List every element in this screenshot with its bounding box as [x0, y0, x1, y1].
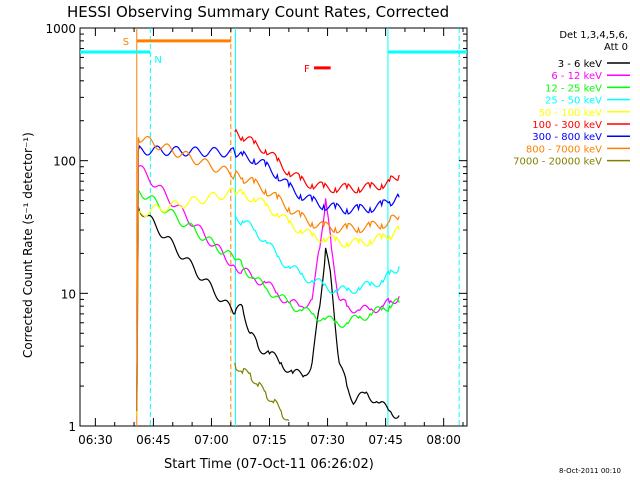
legend-label-2: 12 - 25 keV — [545, 83, 602, 94]
x-tick-label-6: 08:00 — [426, 433, 461, 447]
y-tick-label-1: 10 — [61, 287, 76, 301]
legend-label-8: 7000 - 20000 keV — [513, 157, 602, 168]
legend-label-1: 6 - 12 keV — [551, 71, 602, 82]
y-tick-label-0: 1 — [68, 420, 76, 434]
x-tick-label-4: 07:30 — [310, 433, 345, 447]
x-tick-label-0: 06:30 — [78, 433, 113, 447]
status-label-1: N — [154, 55, 161, 66]
legend-header-0: Det 1,3,4,5,6, — [559, 30, 628, 41]
legend-label-5: 100 - 300 keV — [532, 120, 602, 131]
series-line-4 — [136, 187, 400, 416]
x-tick-label-2: 07:00 — [194, 433, 229, 447]
x-tick-label-5: 07:45 — [368, 433, 403, 447]
series-line-6 — [136, 145, 400, 411]
series-line-2 — [136, 188, 400, 407]
x-tick-label-1: 06:45 — [136, 433, 171, 447]
legend-label-0: 3 - 6 keV — [558, 59, 602, 70]
legend-header-1: Att 0 — [604, 42, 628, 53]
series-line-0 — [136, 206, 400, 419]
status-label-0: S — [123, 37, 129, 48]
legend-label-6: 300 - 800 keV — [532, 132, 602, 143]
chart-title: HESSI Observing Summary Count Rates, Cor… — [67, 3, 449, 21]
plot-marks: S N F — [80, 28, 467, 426]
series-line-7 — [136, 135, 400, 411]
y-axis-label: Corrected Count Rate (s⁻¹ detector⁻¹) — [21, 132, 35, 358]
legend-label-4: 50 - 100 keV — [539, 108, 603, 119]
series-line-5 — [234, 128, 400, 194]
y-tick-label-3: 1000 — [45, 22, 76, 36]
status-label-3: F — [304, 64, 310, 75]
x-tick-label-3: 07:15 — [252, 433, 287, 447]
series-line-3 — [234, 215, 400, 295]
x-axis-label: Start Time (07-Oct-11 06:26:02) — [164, 457, 374, 472]
timestamp: 8-Oct-2011 00:10 — [559, 467, 621, 475]
y-tick-label-2: 100 — [53, 155, 76, 169]
legend-label-7: 800 - 7000 keV — [526, 144, 602, 155]
legend-label-3: 25 - 50 keV — [545, 96, 602, 107]
axes: 06:30 06:45 07:00 07:15 07:30 07:45 08:00 1 10 10… — [45, 22, 467, 447]
plot-frame — [79, 27, 468, 427]
series-line-8 — [234, 362, 290, 422]
